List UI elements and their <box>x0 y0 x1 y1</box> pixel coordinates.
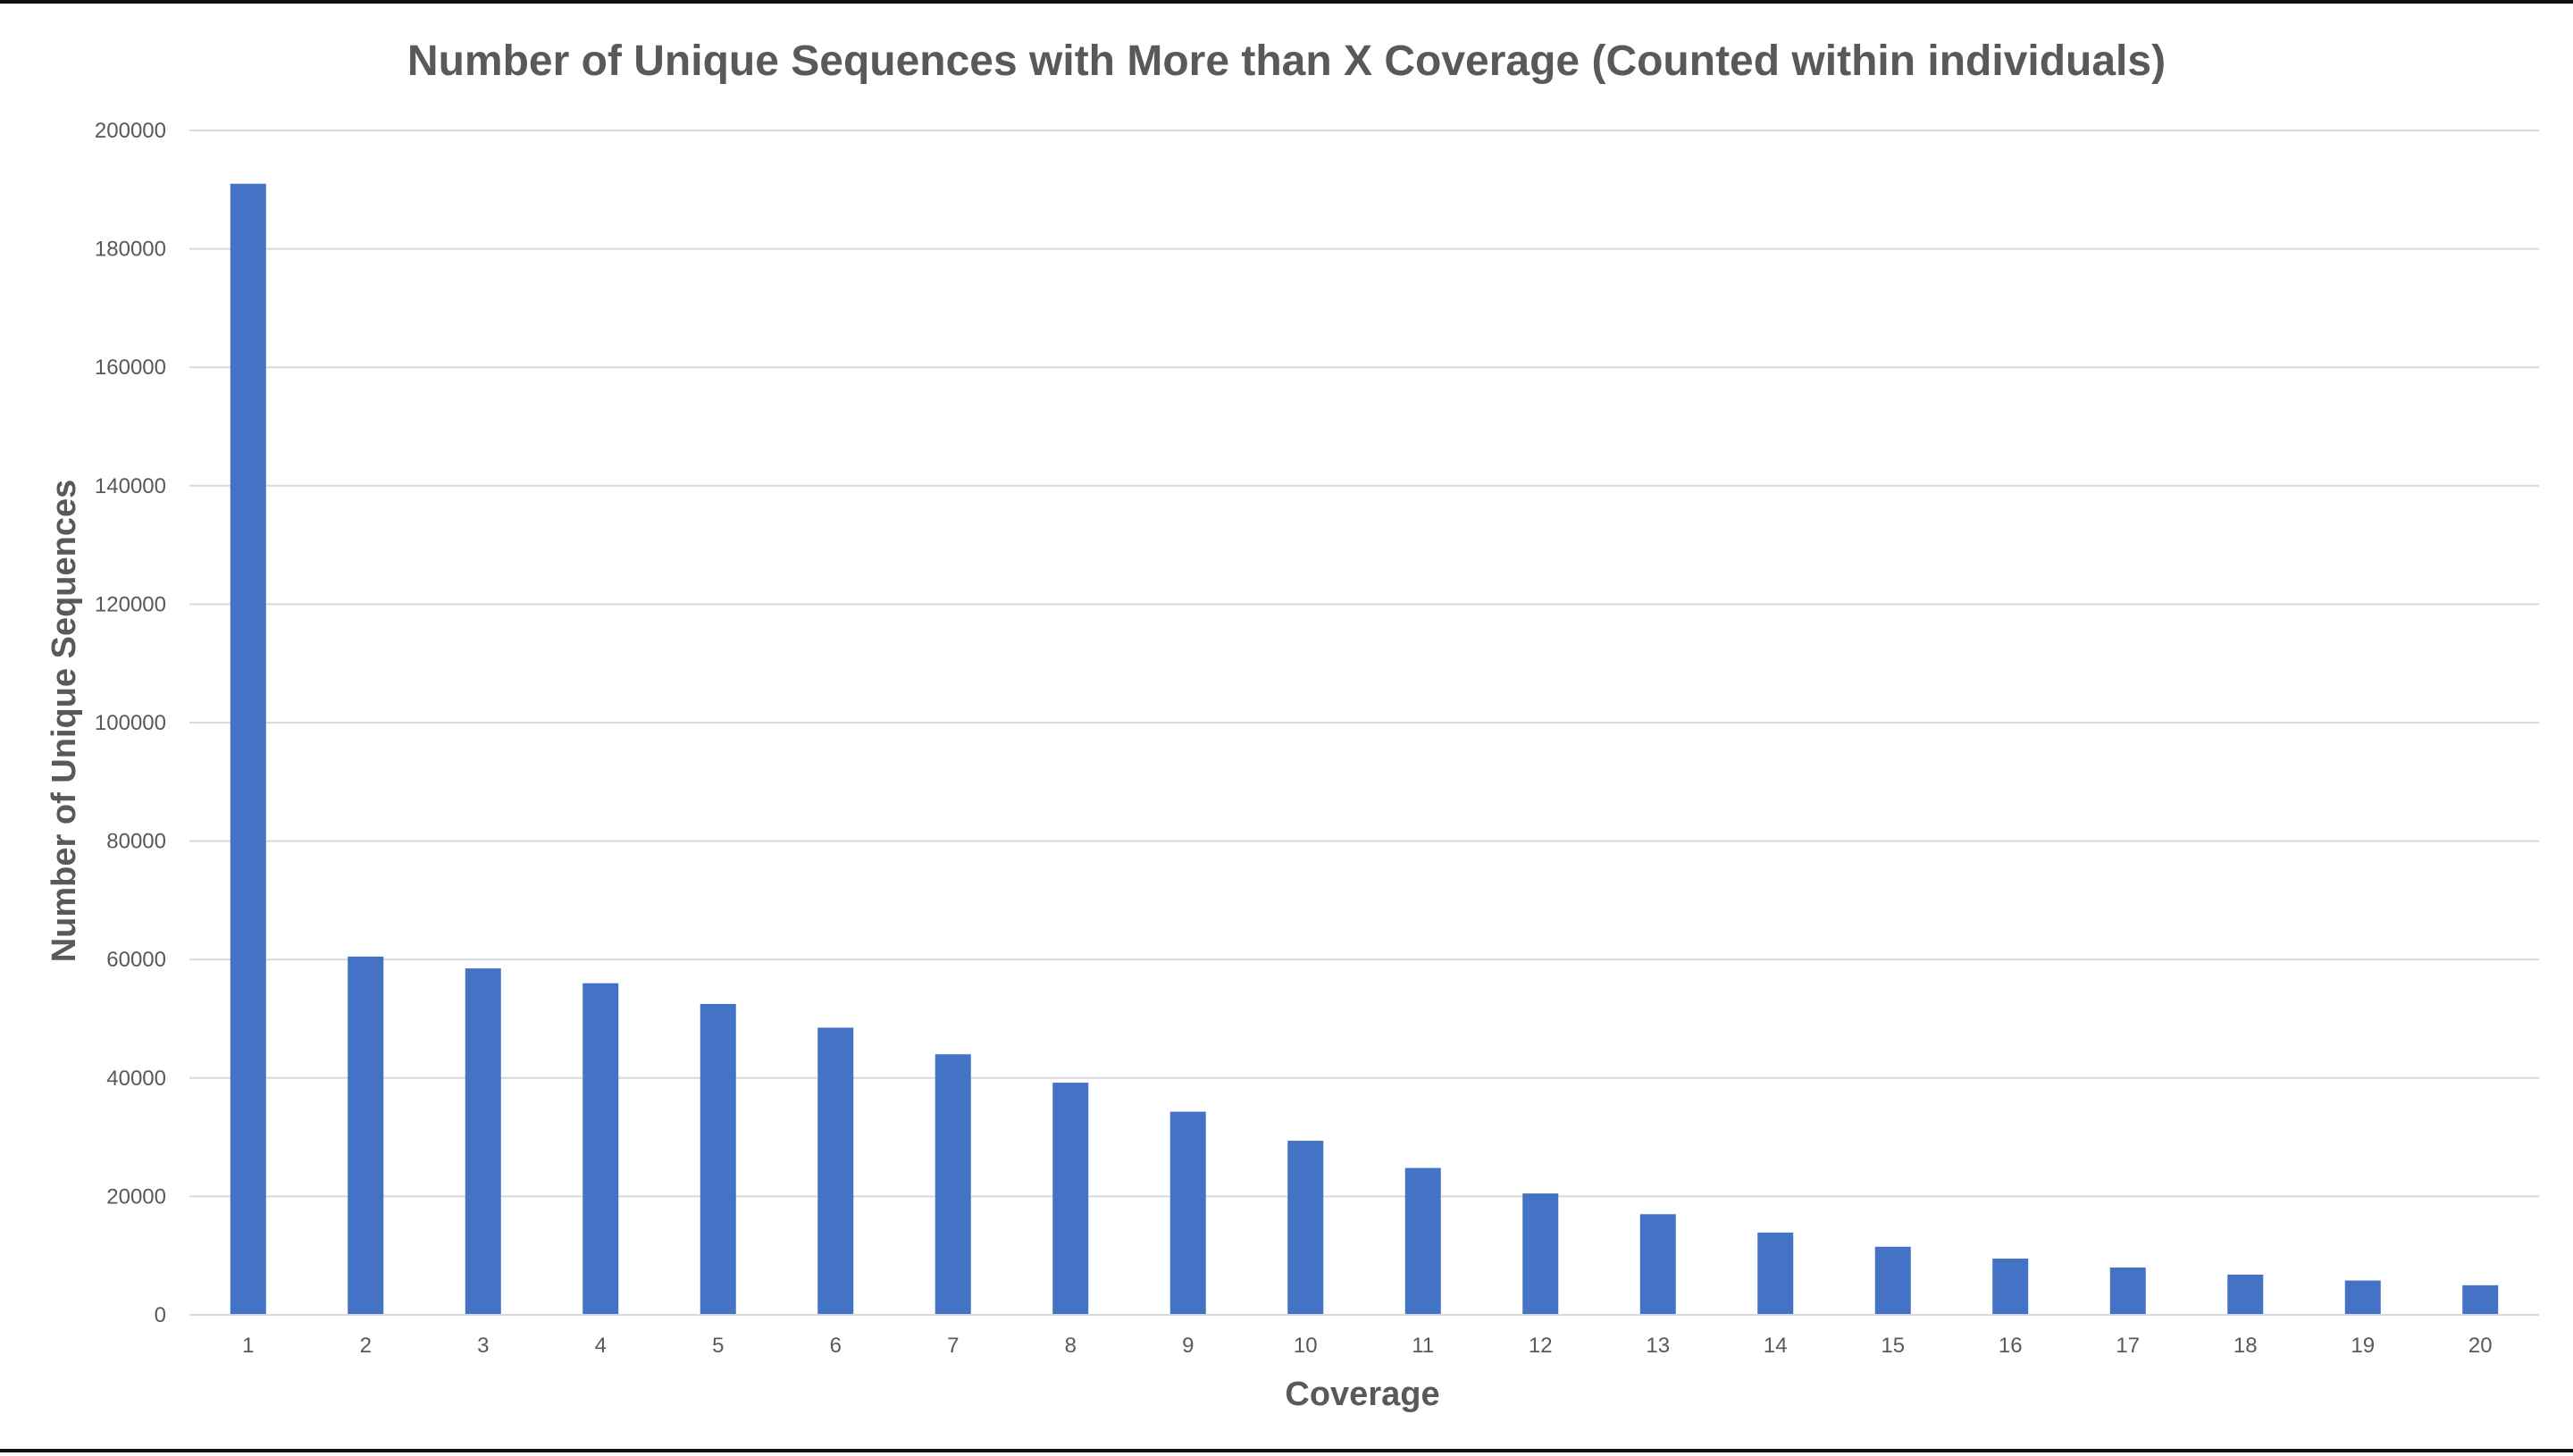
bar-chart: Number of Unique Sequences with More tha… <box>46 38 2539 1413</box>
bar-6 <box>817 1027 854 1315</box>
y-tick-label: 180000 <box>95 238 166 262</box>
bar-16 <box>1992 1259 2029 1315</box>
gridlines <box>189 130 2539 1198</box>
x-tick-label: 1 <box>242 1334 254 1358</box>
bar-13 <box>1639 1214 1676 1315</box>
y-axis-title: Number of Unique Sequences <box>46 480 83 963</box>
x-tick-label: 16 <box>1999 1334 2023 1358</box>
y-tick-label: 20000 <box>106 1184 166 1209</box>
y-tick-label: 140000 <box>95 474 166 498</box>
x-tick-label: 7 <box>947 1334 959 1358</box>
y-tick-label: 0 <box>155 1303 166 1327</box>
y-tick-label: 60000 <box>106 948 166 972</box>
bar-1 <box>230 183 266 1315</box>
bar-7 <box>934 1054 971 1315</box>
x-tick-label: 10 <box>1294 1334 1318 1358</box>
bar-14 <box>1757 1232 1794 1315</box>
x-tick-label: 8 <box>1065 1334 1077 1358</box>
x-tick-label: 3 <box>477 1334 489 1358</box>
x-tick-label: 4 <box>595 1334 607 1358</box>
bar-12 <box>1522 1193 1559 1315</box>
chart-title: Number of Unique Sequences with More tha… <box>407 38 2166 85</box>
bar-9 <box>1169 1111 1206 1315</box>
y-tick-label: 120000 <box>95 592 166 616</box>
bar-17 <box>2109 1267 2146 1315</box>
y-axis-tick-labels: 0 20000 40000 60000 80000 100000 120000 140000 1… <box>95 119 166 1327</box>
bar-8 <box>1052 1083 1089 1315</box>
x-tick-label: 11 <box>1412 1334 1434 1358</box>
x-axis-title: Coverage <box>1285 1376 1439 1413</box>
x-tick-label: 20 <box>2468 1334 2493 1358</box>
x-axis-tick-labels: 1 2 3 4 5 6 7 8 9 10 11 12 13 14 15 16 17 18 19 20 <box>242 1334 2493 1358</box>
x-tick-label: 2 <box>360 1334 372 1358</box>
x-tick-label: 12 <box>1529 1334 1553 1358</box>
bar-10 <box>1287 1141 1324 1315</box>
y-tick-label: 80000 <box>106 830 166 854</box>
x-tick-label: 17 <box>2116 1334 2140 1358</box>
bar-2 <box>348 956 384 1315</box>
bar-3 <box>465 968 501 1315</box>
y-tick-label: 200000 <box>95 119 166 143</box>
bar-4 <box>582 983 619 1315</box>
bar-20 <box>2462 1284 2499 1315</box>
x-tick-label: 15 <box>1881 1334 1905 1358</box>
x-tick-label: 19 <box>2351 1334 2375 1358</box>
bar-19 <box>2344 1280 2381 1315</box>
bar-11 <box>1404 1167 1441 1315</box>
bar-5 <box>700 1003 736 1315</box>
x-tick-label: 18 <box>2234 1334 2258 1358</box>
x-tick-label: 6 <box>830 1334 842 1358</box>
x-tick-label: 5 <box>712 1334 724 1358</box>
x-tick-label: 13 <box>1646 1334 1670 1358</box>
x-tick-label: 14 <box>1764 1334 1788 1358</box>
y-tick-label: 100000 <box>95 711 166 735</box>
bar-18 <box>2227 1274 2264 1315</box>
y-tick-label: 160000 <box>95 356 166 380</box>
bars <box>230 183 2499 1315</box>
x-tick-label: 9 <box>1182 1334 1194 1358</box>
bar-15 <box>1874 1246 1911 1315</box>
y-tick-label: 40000 <box>106 1067 166 1091</box>
